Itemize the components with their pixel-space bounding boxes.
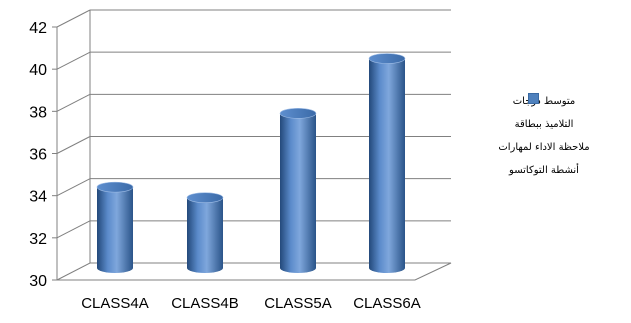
y-tick-label: 34	[29, 189, 47, 206]
floor	[56, 262, 452, 281]
gridline-side	[56, 51, 91, 70]
x-tick-label: CLASS5A	[264, 295, 332, 312]
bar-top	[96, 181, 134, 193]
bar-body	[280, 113, 316, 273]
gridline-side	[56, 9, 91, 28]
legend-swatch	[528, 93, 539, 104]
gridline-side	[56, 136, 91, 154]
gridlines	[56, 9, 451, 239]
gridline-side	[56, 93, 91, 112]
bar-class4a	[96, 181, 134, 273]
bar-class6a	[368, 53, 406, 274]
bar-class4b	[186, 192, 224, 273]
x-tick-label: CLASS4B	[171, 295, 239, 312]
y-tick-label: 32	[29, 231, 47, 248]
bar-body	[369, 58, 405, 274]
bar-class5a	[279, 108, 317, 273]
bar-body	[97, 187, 133, 273]
bars	[96, 53, 406, 274]
bar-top	[368, 53, 406, 64]
y-tick-label: 30	[29, 273, 47, 290]
gridline-side	[56, 178, 91, 197]
y-tick-label: 38	[29, 104, 47, 121]
bar-top	[186, 192, 224, 203]
legend-label: متوسط درجات التلاميذ ببطاقة ملاحظة الادا…	[498, 96, 590, 176]
gridline-side	[56, 220, 91, 239]
bar-body	[187, 197, 223, 273]
bar-top	[279, 108, 317, 119]
x-tick-label: CLASS6A	[353, 295, 421, 312]
y-tick-label: 36	[29, 147, 47, 164]
y-axis-ticks: 30 32 34 36 38 40 42	[29, 20, 57, 290]
y-tick-label: 42	[29, 20, 47, 37]
x-axis-labels: CLASS4A CLASS4B CLASS5A CLASS6A	[81, 295, 421, 312]
y-tick-label: 40	[29, 62, 47, 79]
x-tick-label: CLASS4A	[81, 295, 149, 312]
